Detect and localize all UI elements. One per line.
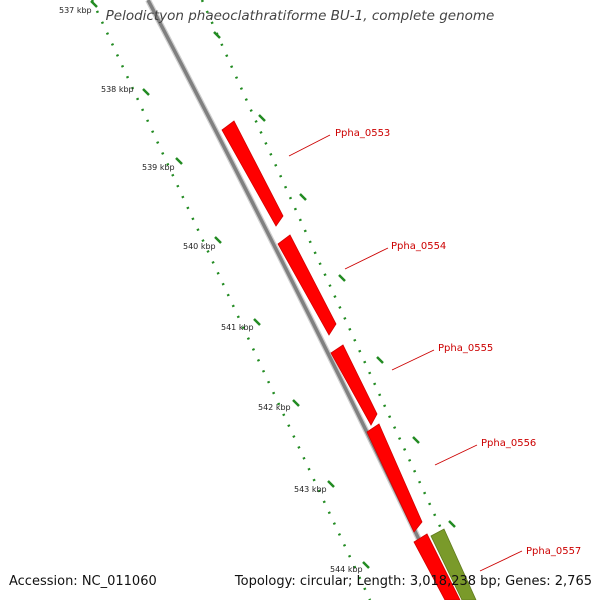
gene-arrow[interactable] — [221, 120, 284, 227]
outer-major-tick-mark — [448, 520, 456, 528]
major-tick-mark — [90, 0, 98, 8]
gene-arrow[interactable] — [413, 533, 461, 600]
gene-leader-line — [344, 247, 389, 270]
gene-leader-line — [288, 134, 331, 157]
major-tick-mark — [327, 480, 335, 488]
outer-major-tick-mark — [299, 193, 307, 201]
outer-major-tick-mark — [258, 114, 266, 122]
outer-tick-ring — [200, 0, 476, 600]
gene-arrow[interactable] — [366, 423, 423, 533]
tick-label: 540 kbp — [183, 242, 216, 251]
genes-layer — [221, 120, 477, 600]
outer-major-tick-mark — [213, 31, 221, 39]
gene-label[interactable]: Ppha_0554 — [391, 241, 446, 252]
major-tick-mark — [214, 236, 222, 244]
major-tick-mark — [253, 318, 261, 326]
gene-arrow-other[interactable] — [430, 528, 477, 600]
tick-label: 542 kbp — [258, 403, 291, 412]
gene-label[interactable]: Ppha_0557 — [526, 546, 581, 557]
tick-label: 537 kbp — [59, 6, 92, 15]
gene-label[interactable]: Ppha_0555 — [438, 343, 493, 354]
accession-text: Accession: NC_011060 — [9, 574, 157, 589]
gene-leader-line — [391, 349, 435, 371]
major-tick-mark — [142, 88, 150, 96]
gene-arrow[interactable] — [330, 344, 378, 426]
tick-label: 543 kbp — [294, 485, 327, 494]
inner-tick-ring — [90, 0, 372, 600]
map-title: Pelodictyon phaeoclathratiforme BU-1, co… — [105, 8, 495, 24]
tick-label: 538 kbp — [101, 85, 134, 94]
major-tick-mark — [175, 157, 183, 165]
labels-layer: Ppha_0553 Ppha_0554 Ppha_0555 Ppha_0556 Ppha… — [288, 128, 581, 572]
tick-label: 539 kbp — [142, 163, 175, 172]
tick-label: 544 kbp — [330, 565, 363, 574]
gene-arrow[interactable] — [277, 234, 337, 336]
gene-leader-line — [479, 550, 523, 572]
genome-summary-text: Topology: circular; Length: 3,018,238 bp… — [234, 574, 592, 589]
tick-layer: 537 kbp 538 kbp 539 kbp 540 kbp 541 kbp 542 k… — [59, 0, 476, 600]
outer-major-tick-mark — [376, 356, 384, 364]
backbone-arc — [146, 0, 450, 600]
gene-label[interactable]: Ppha_0553 — [335, 128, 390, 139]
gene-leader-line — [434, 444, 478, 466]
outer-major-tick-mark — [338, 274, 346, 282]
gene-label[interactable]: Ppha_0556 — [481, 438, 536, 449]
outer-major-tick-mark — [412, 436, 420, 444]
major-tick-mark — [292, 399, 300, 407]
tick-label: 541 kbp — [221, 323, 254, 332]
backbone-layer — [145, 0, 451, 600]
major-tick-mark — [362, 561, 370, 569]
